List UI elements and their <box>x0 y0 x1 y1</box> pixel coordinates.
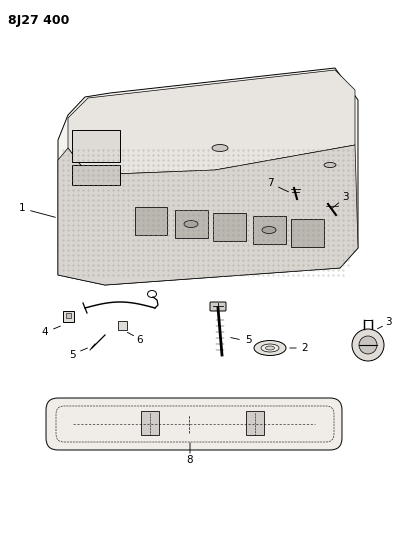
Polygon shape <box>68 70 355 175</box>
Circle shape <box>359 336 377 354</box>
Text: 7: 7 <box>267 178 273 188</box>
Circle shape <box>352 329 384 361</box>
Bar <box>118 321 127 330</box>
Text: 3: 3 <box>342 192 348 202</box>
Bar <box>213 213 246 241</box>
FancyBboxPatch shape <box>210 302 226 311</box>
Text: 6: 6 <box>137 335 143 345</box>
Text: 2: 2 <box>302 343 308 353</box>
Ellipse shape <box>262 227 276 233</box>
Polygon shape <box>58 68 358 285</box>
Bar <box>72 130 120 162</box>
Bar <box>175 210 208 238</box>
Text: 4: 4 <box>41 327 48 337</box>
Bar <box>66 313 71 318</box>
Ellipse shape <box>184 221 198 228</box>
Text: 5: 5 <box>245 335 251 345</box>
Bar <box>72 165 120 185</box>
Bar <box>291 219 324 247</box>
Text: 8J27 400: 8J27 400 <box>8 14 69 27</box>
Ellipse shape <box>212 144 228 151</box>
Polygon shape <box>58 145 358 285</box>
Bar <box>135 207 167 235</box>
Bar <box>253 216 286 244</box>
Text: 3: 3 <box>385 317 391 327</box>
Bar <box>246 411 264 435</box>
Text: 1: 1 <box>19 203 25 213</box>
Text: 8: 8 <box>187 455 193 465</box>
Bar <box>63 311 74 322</box>
Ellipse shape <box>254 341 286 356</box>
Ellipse shape <box>324 163 336 167</box>
Ellipse shape <box>261 344 279 352</box>
Text: 5: 5 <box>69 350 75 360</box>
Bar <box>141 411 159 435</box>
Ellipse shape <box>265 346 275 350</box>
FancyBboxPatch shape <box>46 398 342 450</box>
